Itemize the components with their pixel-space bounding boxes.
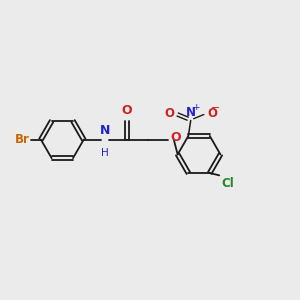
Text: Br: Br xyxy=(15,133,30,146)
Text: Cl: Cl xyxy=(221,177,234,190)
Text: −: − xyxy=(210,103,220,113)
Text: O: O xyxy=(207,107,218,120)
Text: +: + xyxy=(192,103,200,112)
Text: N: N xyxy=(186,106,196,119)
Text: O: O xyxy=(170,131,181,144)
Text: O: O xyxy=(164,107,174,120)
Text: O: O xyxy=(122,104,132,117)
Text: H: H xyxy=(101,148,109,158)
Text: N: N xyxy=(100,124,110,137)
